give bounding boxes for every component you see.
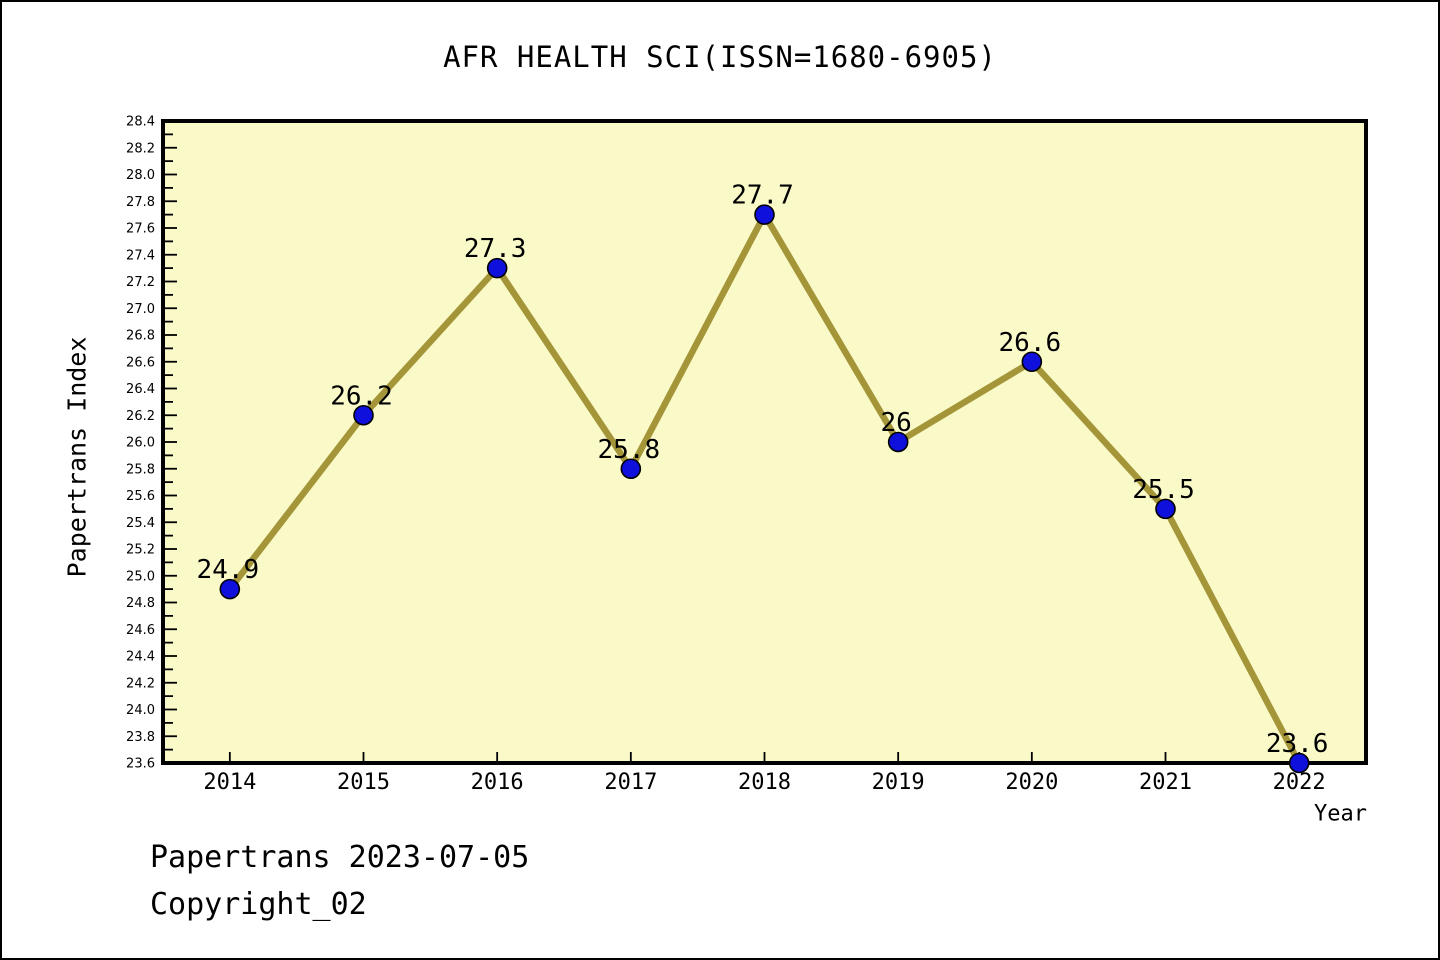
footer-watermark: Papertrans 2023-07-05: [150, 840, 530, 875]
x-axis-title: Year: [1314, 801, 1367, 827]
data-point-label: 25.5: [1132, 475, 1195, 505]
y-tick-label: 27.0: [126, 302, 155, 317]
y-tick-label: 26.0: [126, 436, 155, 451]
data-point-label: 26.6: [999, 328, 1062, 358]
data-point: [1288, 752, 1310, 774]
y-tick-label: 24.2: [126, 676, 155, 691]
y-tick-label: 27.6: [126, 222, 155, 237]
y-tick-label: 26.2: [126, 409, 155, 424]
y-tick-label: 27.4: [126, 248, 155, 263]
x-tick-label: 2014: [203, 770, 256, 795]
y-tick-label: 23.8: [126, 730, 155, 745]
data-point-label: 25.8: [598, 435, 661, 465]
y-tick-label: 23.6: [126, 757, 155, 772]
y-tick-label: 25.0: [126, 569, 155, 584]
data-point-label: 27.3: [464, 234, 527, 264]
data-point-label: 23.6: [1266, 729, 1329, 759]
y-tick-label: 28.4: [126, 115, 155, 130]
y-tick-label: 27.8: [126, 195, 155, 210]
data-point: [353, 404, 374, 426]
y-tick-label: 24.4: [126, 650, 155, 665]
data-point: [887, 431, 909, 453]
data-point: [486, 257, 508, 279]
y-tick-label: 26.4: [126, 382, 155, 397]
footer-copyright: Copyright_02: [150, 887, 367, 922]
data-point: [1155, 498, 1176, 520]
data-point: [219, 578, 241, 600]
y-axis-title: Papertrans Index: [62, 336, 92, 578]
x-tick-label: 2017: [604, 770, 657, 795]
x-tick-label: 2015: [337, 770, 390, 795]
chart-title: AFR HEALTH SCI(ISSN=1680-6905): [443, 40, 997, 74]
y-tick-label: 28.2: [126, 141, 155, 156]
x-tick-label: 2019: [872, 770, 925, 795]
y-tick-label: 27.2: [126, 275, 155, 290]
x-tick-label: 2018: [738, 770, 791, 795]
x-tick-label: 2020: [1005, 770, 1058, 795]
y-tick-label: 24.6: [126, 623, 155, 638]
y-tick-label: 26.8: [126, 329, 155, 344]
y-tick-label: 26.6: [126, 355, 155, 370]
x-tick-label: 2016: [471, 770, 524, 795]
plot-area: [161, 119, 1368, 765]
data-point: [754, 204, 775, 225]
data-point-label: 26.2: [330, 381, 393, 411]
data-point-label: 27.7: [731, 181, 794, 211]
y-tick-label: 25.4: [126, 516, 155, 531]
data-point-label: 24.9: [197, 555, 260, 585]
x-tick-label: 2021: [1139, 770, 1192, 795]
data-point-label: 26: [881, 408, 912, 438]
x-tick-label: 2022: [1273, 770, 1326, 795]
y-tick-label: 25.2: [126, 543, 155, 558]
data-point: [620, 458, 642, 480]
y-tick-label: 28.0: [126, 168, 155, 183]
y-tick-label: 25.6: [126, 489, 155, 504]
y-tick-label: 24.8: [126, 596, 155, 611]
y-tick-label: 24.0: [126, 703, 155, 718]
y-tick-label: 25.8: [126, 462, 155, 477]
data-point: [1021, 351, 1043, 373]
